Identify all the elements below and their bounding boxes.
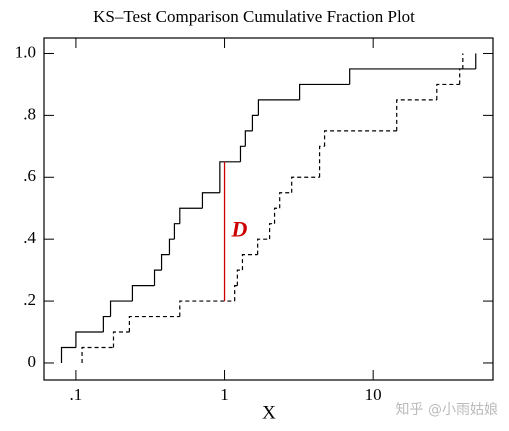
step-segment: [251, 114, 259, 131]
step-segment: [241, 254, 258, 271]
step-segment: [318, 145, 325, 178]
step-segment: [179, 300, 235, 317]
step-segment: [236, 269, 243, 286]
step-segment: [396, 99, 437, 131]
x-tick-label: .1: [70, 385, 83, 404]
d-statistic-label: D: [231, 216, 248, 241]
step-segment: [179, 207, 203, 224]
step-segment: [459, 68, 463, 85]
step-segment: [244, 130, 253, 147]
plot-frame: [43, 37, 494, 381]
step-segment: [291, 176, 320, 193]
step-segment: [349, 68, 476, 85]
y-tick-label: 1.0: [15, 42, 36, 61]
step-segment: [81, 346, 114, 363]
step-segment: [239, 145, 246, 162]
y-tick-label: .4: [23, 228, 36, 247]
step-segment: [201, 192, 220, 209]
step-segment: [279, 192, 292, 209]
step-segment: [257, 238, 270, 255]
step-segment: [219, 161, 241, 193]
step-segment: [153, 269, 162, 286]
step-segment: [75, 331, 104, 348]
step-segment: [299, 83, 350, 100]
y-tick-label: .2: [23, 290, 36, 309]
step-segment: [102, 315, 111, 333]
step-segment: [131, 285, 155, 302]
x-axis-label: X: [262, 402, 276, 423]
step-segment: [273, 207, 280, 224]
step-segment: [109, 300, 133, 317]
y-tick-label: .6: [23, 166, 36, 185]
step-segment: [60, 346, 76, 363]
step-segment: [168, 238, 175, 255]
step-segment: [436, 83, 460, 100]
x-tick-label: 1: [220, 385, 229, 404]
step-segment: [269, 223, 275, 240]
y-tick-label: .8: [23, 104, 36, 123]
x-tick-label: 10: [365, 385, 382, 404]
chart-title: KS–Test Comparison Cumulative Fraction P…: [93, 7, 415, 26]
step-segment: [257, 99, 300, 116]
step-segment: [173, 223, 180, 240]
step-segment: [234, 285, 238, 302]
step-segment: [112, 331, 130, 348]
y-tick-label: 0: [28, 352, 37, 371]
step-segment: [323, 130, 397, 147]
step-segment: [128, 315, 180, 333]
step-segment: [160, 254, 170, 271]
watermark: 知乎 @小雨姑娘: [396, 401, 498, 418]
